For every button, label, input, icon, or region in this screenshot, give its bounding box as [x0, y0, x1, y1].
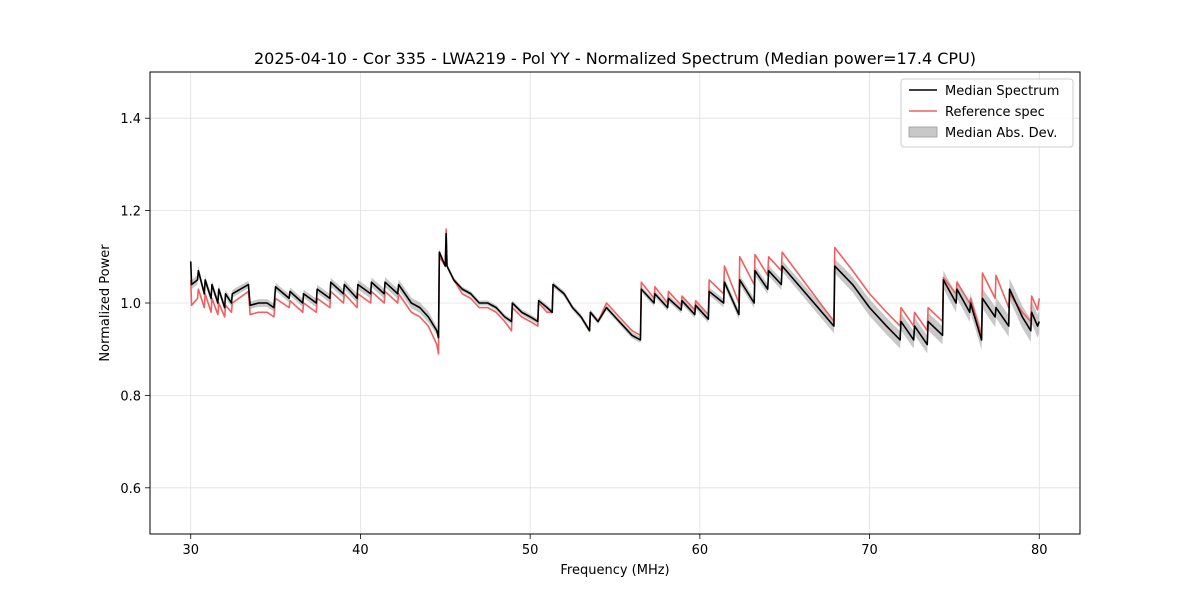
x-axis-ticks: 30 40 50 60 70 80	[182, 534, 1048, 558]
x-tick-label: 80	[1031, 543, 1048, 558]
chart-title: 2025-04-10 - Cor 335 - LWA219 - Pol YY -…	[254, 49, 976, 68]
y-tick-label: 0.8	[120, 389, 141, 404]
legend: Median Spectrum Reference spec Median Ab…	[900, 78, 1074, 148]
legend-swatch-mad	[908, 126, 938, 138]
x-tick-label: 30	[182, 543, 199, 558]
mad-band	[190, 231, 1040, 354]
y-tick-label: 1.4	[120, 112, 141, 127]
x-axis-label: Frequency (MHz)	[560, 563, 669, 578]
y-tick-label: 1.0	[120, 297, 141, 312]
y-axis-label: Normalized Power	[98, 244, 113, 362]
legend-box	[900, 78, 1074, 148]
y-tick-label: 1.2	[120, 205, 141, 220]
x-tick-label: 70	[861, 543, 878, 558]
series-layer	[189, 228, 1041, 355]
x-tick-label: 60	[692, 543, 709, 558]
x-tick-label: 50	[522, 543, 539, 558]
legend-label-reference: Reference spec	[945, 105, 1045, 120]
legend-label-median: Median Spectrum	[945, 84, 1059, 99]
y-axis-ticks: 0.6 0.8 1.0 1.2 1.4	[120, 112, 150, 497]
legend-label-mad: Median Abs. Dev.	[945, 126, 1057, 141]
median-spectrum-line	[189, 232, 1041, 346]
y-tick-label: 0.6	[120, 482, 141, 497]
x-tick-label: 40	[352, 543, 369, 558]
mad-band-layer	[190, 231, 1040, 354]
